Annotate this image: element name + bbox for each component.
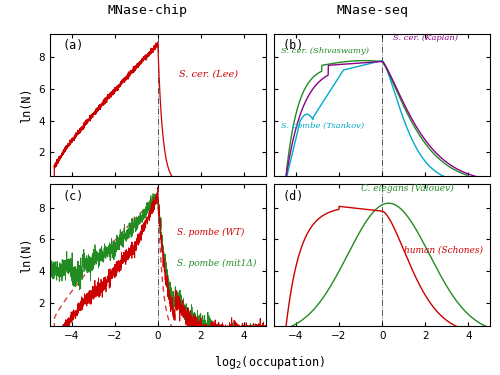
Text: S. cer. (Lee): S. cer. (Lee) [180, 69, 238, 78]
Text: (d): (d) [283, 190, 304, 203]
Text: (a): (a) [63, 39, 84, 53]
Text: S. cer. (Shivaswamy): S. cer. (Shivaswamy) [281, 46, 369, 55]
Text: (c): (c) [63, 190, 84, 203]
Text: S. cer. (Kaplan): S. cer. (Kaplan) [393, 34, 458, 42]
Text: C. elegans (Valouev): C. elegans (Valouev) [360, 183, 454, 193]
Text: (b): (b) [283, 39, 304, 53]
Y-axis label: ln(N): ln(N) [20, 87, 33, 123]
Y-axis label: ln(N): ln(N) [20, 237, 33, 273]
Text: S. pombe (Tsankov): S. pombe (Tsankov) [281, 122, 364, 130]
Text: S. pombe (WT): S. pombe (WT) [178, 228, 244, 237]
Text: MNase-seq: MNase-seq [336, 4, 408, 17]
Text: S. pombe (mit1Δ): S. pombe (mit1Δ) [178, 259, 256, 268]
Text: log$_2$(occupation): log$_2$(occupation) [214, 354, 326, 371]
Text: MNase-chip: MNase-chip [108, 4, 188, 17]
Text: human (Schones): human (Schones) [404, 245, 482, 254]
